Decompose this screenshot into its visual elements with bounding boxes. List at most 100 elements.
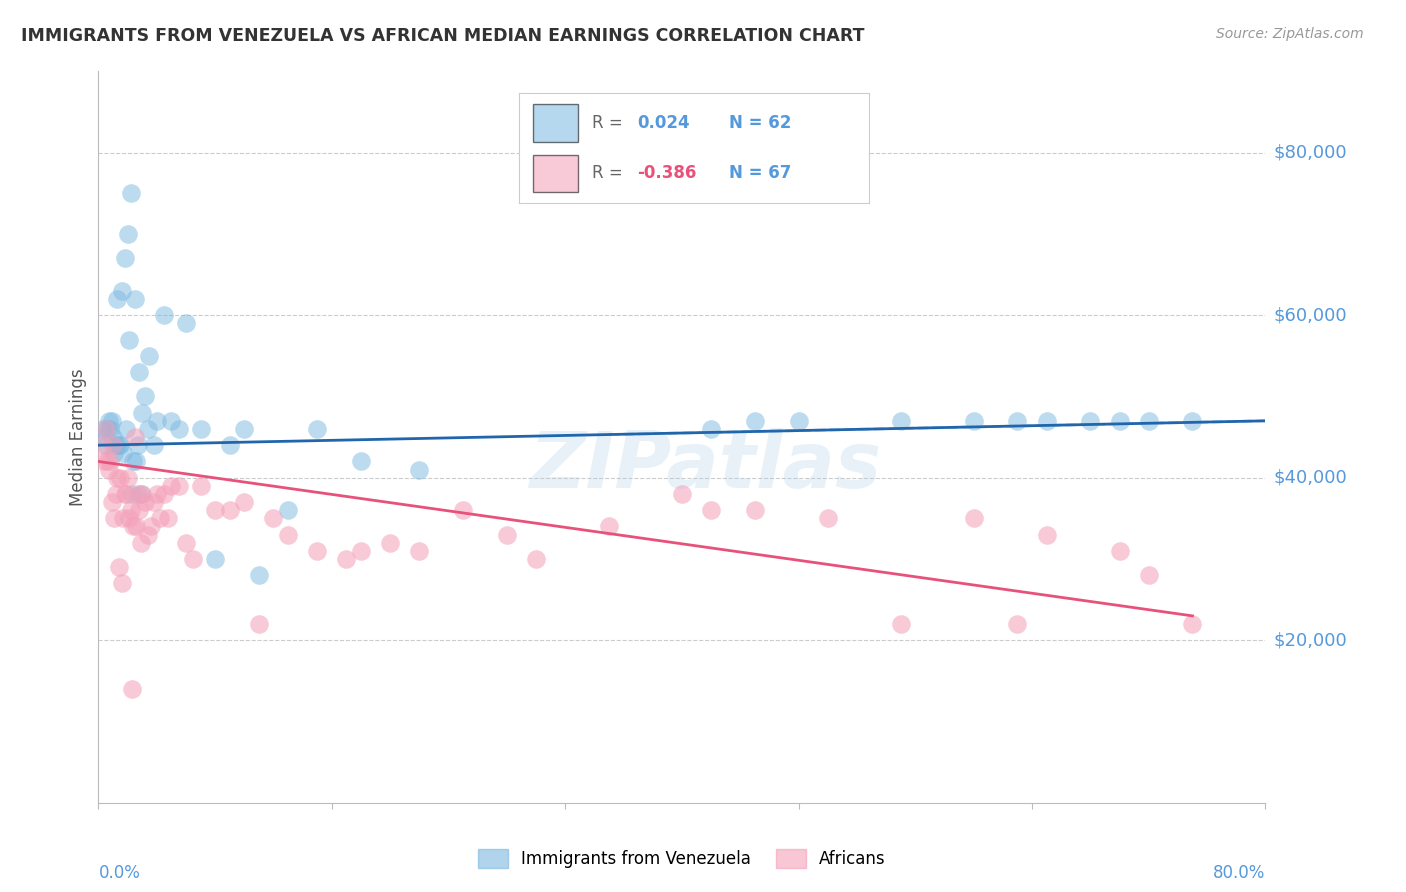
Point <box>153 308 176 322</box>
Point <box>105 471 128 485</box>
Point <box>307 422 329 436</box>
Point <box>408 462 430 476</box>
Point <box>247 568 270 582</box>
Legend: Immigrants from Venezuela, Africans: Immigrants from Venezuela, Africans <box>471 842 893 875</box>
Point <box>1181 617 1204 632</box>
Y-axis label: Median Earnings: Median Earnings <box>69 368 87 506</box>
Point <box>121 681 143 696</box>
Point <box>100 495 122 509</box>
Point <box>700 422 723 436</box>
Point <box>136 422 159 436</box>
Point <box>218 438 240 452</box>
Point <box>105 292 128 306</box>
Point <box>94 438 117 452</box>
Point <box>190 479 212 493</box>
Point <box>671 487 693 501</box>
Point <box>181 552 204 566</box>
Point <box>110 438 132 452</box>
Point <box>108 438 131 452</box>
Point <box>96 422 118 436</box>
Point <box>1035 414 1057 428</box>
Point <box>157 511 180 525</box>
Point <box>307 544 329 558</box>
Point <box>110 471 132 485</box>
Point <box>1007 414 1029 428</box>
Point <box>167 479 190 493</box>
Point <box>125 454 148 468</box>
Point <box>98 422 121 436</box>
Point <box>118 333 141 347</box>
Point <box>100 414 122 428</box>
Point <box>94 422 117 436</box>
Point <box>890 414 912 428</box>
Point <box>233 495 256 509</box>
Point <box>335 552 357 566</box>
Point <box>128 365 150 379</box>
Point <box>787 414 810 428</box>
Point <box>120 186 142 201</box>
Point <box>247 617 270 632</box>
Text: 0.0%: 0.0% <box>98 863 141 882</box>
Point <box>124 430 146 444</box>
Point <box>103 511 125 525</box>
Point <box>115 487 138 501</box>
Point <box>350 544 373 558</box>
Point <box>146 414 169 428</box>
Point <box>962 511 984 525</box>
Point <box>96 454 118 468</box>
Point <box>160 479 183 493</box>
Point <box>524 552 547 566</box>
Point <box>134 495 156 509</box>
Point <box>104 487 127 501</box>
Point <box>97 462 120 476</box>
Point <box>1137 568 1160 582</box>
Point <box>1035 527 1057 541</box>
Point <box>114 252 136 266</box>
Point <box>380 535 402 549</box>
Point <box>120 503 142 517</box>
Point <box>139 519 162 533</box>
Point <box>204 503 226 517</box>
Point <box>108 560 131 574</box>
Point <box>817 511 839 525</box>
Point <box>1137 414 1160 428</box>
Point <box>142 438 165 452</box>
Point <box>129 535 152 549</box>
Point <box>598 519 620 533</box>
Point <box>122 454 145 468</box>
Point <box>131 487 153 501</box>
Point <box>104 438 127 452</box>
Point <box>1181 414 1204 428</box>
Text: $60,000: $60,000 <box>1274 306 1347 324</box>
Point <box>101 430 124 444</box>
Point <box>1108 544 1130 558</box>
Text: $80,000: $80,000 <box>1274 144 1347 161</box>
Point <box>190 422 212 436</box>
Point <box>218 503 240 517</box>
Point <box>97 414 120 428</box>
Point <box>174 316 197 330</box>
Point <box>744 503 766 517</box>
Text: Source: ZipAtlas.com: Source: ZipAtlas.com <box>1216 27 1364 41</box>
Point <box>1080 414 1102 428</box>
Text: $40,000: $40,000 <box>1274 468 1347 487</box>
Point <box>1007 617 1029 632</box>
Point <box>114 487 136 501</box>
Text: 80.0%: 80.0% <box>1213 863 1265 882</box>
Point <box>408 544 430 558</box>
Point <box>129 487 152 501</box>
Point <box>167 422 190 436</box>
Point <box>103 446 125 460</box>
Point <box>350 454 373 468</box>
Point <box>125 519 148 533</box>
Point <box>122 519 145 533</box>
Point <box>93 454 115 468</box>
Point <box>124 292 146 306</box>
Point <box>101 438 124 452</box>
Point <box>149 511 172 525</box>
Point <box>117 227 139 241</box>
Point <box>121 487 143 501</box>
Point <box>451 503 474 517</box>
Point <box>134 389 156 403</box>
Point <box>112 511 135 525</box>
